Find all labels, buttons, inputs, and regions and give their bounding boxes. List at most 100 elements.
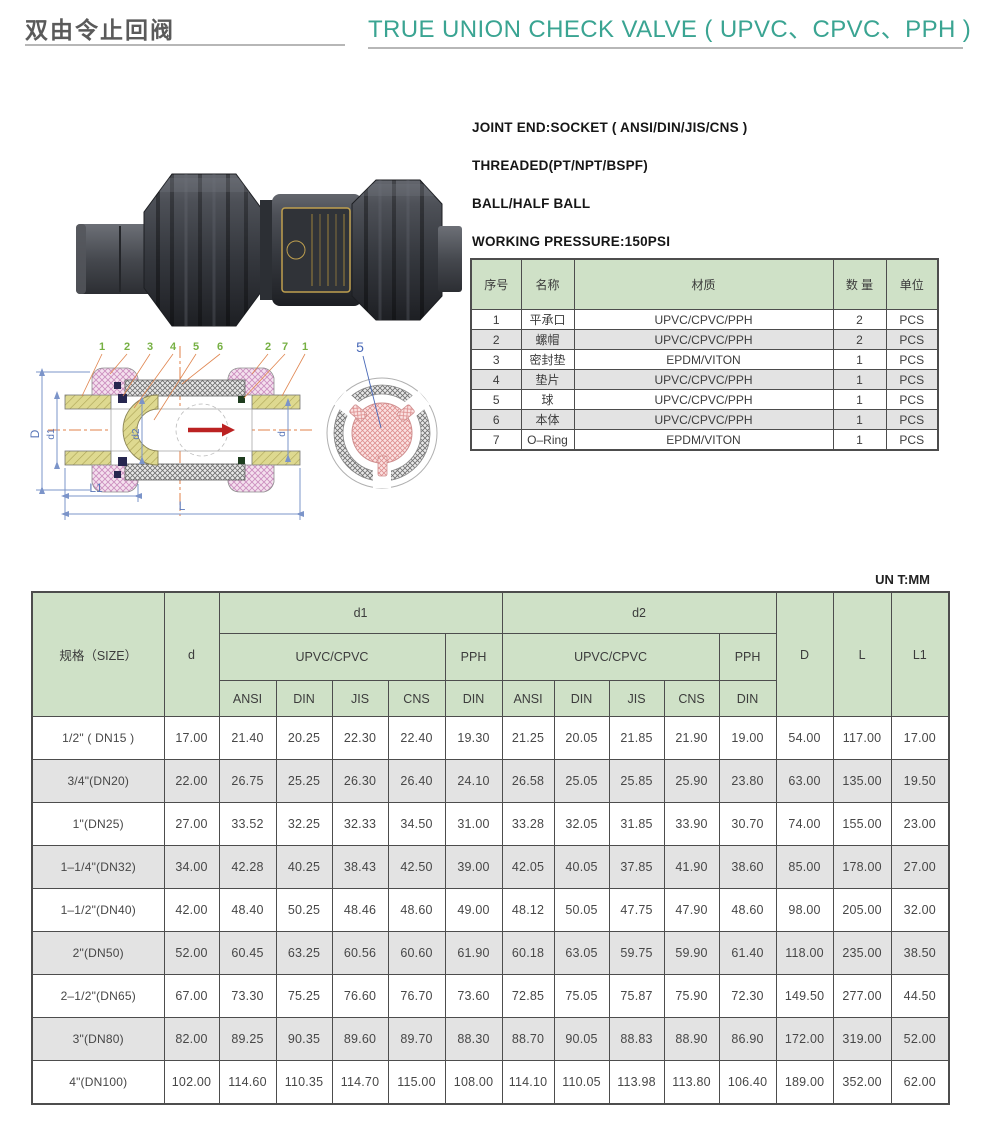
unit-cell: PCS [885,329,939,350]
value-cell: 33.52 [218,802,277,846]
value-cell: 63.00 [775,759,834,803]
value-cell: 98.00 [775,888,834,932]
table-row: 1/2" ( DN15 ) 17.00 21.40 20.25 22.30 22.40 19… [31,716,950,760]
valve-body [272,194,362,306]
unit-cell: PCS [885,409,939,430]
value-cell: 20.25 [275,716,333,760]
value-cell: 42.05 [501,845,555,889]
value-cell: 178.00 [832,845,892,889]
spec-text-block: JOINT END:SOCKET ( ANSI/DIN/JIS/CNS ) TH… [472,120,952,272]
qty-cell: 1 [832,389,887,410]
std-din-pph-d2: DIN [718,680,777,717]
col-header-name: 名称 [520,258,575,310]
value-cell: 72.85 [501,974,555,1018]
value-cell: 31.00 [444,802,503,846]
size-cell: 2"(DN50) [31,931,165,975]
value-cell: 48.60 [387,888,446,932]
index-cell: 6 [470,409,522,430]
callout-2b: 2 [265,341,271,353]
col-header-size: 规格（SIZE） [31,591,165,717]
value-cell: 48.40 [218,888,277,932]
std-cns-d1: CNS [387,680,446,717]
dimension-labels: D d1 d2 d L1 L [30,428,288,513]
unit-cell: PCS [885,309,939,330]
size-cell: 1"(DN25) [31,802,165,846]
dim-label-d: d [277,431,288,437]
value-cell: 30.70 [718,802,777,846]
value-cell: 33.28 [501,802,555,846]
callout-numbers: 1 2 3 4 5 6 2 7 1 [99,341,308,353]
index-cell: 2 [470,329,522,350]
std-ansi-d1: ANSI [218,680,277,717]
value-cell: 75.87 [608,974,665,1018]
value-cell: 40.25 [275,845,333,889]
callout-2: 2 [124,341,130,353]
parts-table-body: 1 平承口 UPVC/CPVC/PPH 2 PCS 2 螺帽 UPVC/CPVC/PPH 2 PC… [470,309,939,451]
value-cell: 75.05 [553,974,610,1018]
value-cell: 32.00 [890,888,950,932]
callout-5: 5 [193,341,199,353]
value-cell: 48.46 [331,888,389,932]
value-cell: 19.00 [718,716,777,760]
col-header-L1: L1 [890,591,950,717]
index-cell: 7 [470,429,522,451]
technical-drawing: D d1 d2 d L1 L 1 2 3 4 5 6 2 7 1 5 [30,339,438,520]
value-cell: 110.05 [553,1060,610,1105]
value-cell: 85.00 [775,845,834,889]
std-din-pph-d1: DIN [444,680,503,717]
name-cell: 本体 [520,409,575,430]
value-cell: 19.30 [444,716,503,760]
value-cell: 117.00 [832,716,892,760]
material-cell: UPVC/CPVC/PPH [573,369,834,390]
valve-label [281,207,351,293]
section-left-socket [64,394,112,466]
name-cell: 垫片 [520,369,575,390]
value-cell: 27.00 [163,802,220,846]
value-cell: 19.50 [890,759,950,803]
value-cell: 90.35 [275,1017,333,1061]
value-cell: 39.00 [444,845,503,889]
value-cell: 88.90 [663,1017,720,1061]
value-cell: 90.05 [553,1017,610,1061]
value-cell: 172.00 [775,1017,834,1061]
value-cell: 22.00 [163,759,220,803]
value-cell: 114.60 [218,1060,277,1105]
value-cell: 22.40 [387,716,446,760]
value-cell: 25.85 [608,759,665,803]
table-row: 4 垫片 UPVC/CPVC/PPH 1 PCS [470,369,939,390]
parts-table: 序号 名称 材质 数 量 单位 1 平承口 UPVC/CPVC/PPH 2 PCS 2 螺帽… [470,258,939,451]
value-cell: 44.50 [890,974,950,1018]
value-cell: 60.56 [331,931,389,975]
table-row: 6 本体 UPVC/CPVC/PPH 1 PCS [470,409,939,430]
valve-union-nut-right [351,179,443,321]
value-cell: 108.00 [444,1060,503,1105]
value-cell: 74.00 [775,802,834,846]
dimension-table-body: 1/2" ( DN15 ) 17.00 21.40 20.25 22.30 22.40 19… [31,716,950,1105]
spec-threaded: THREADED(PT/NPT/BSPF) [472,158,648,173]
std-ansi-d2: ANSI [501,680,555,717]
material-header-pph-d1: PPH [444,633,503,681]
table-row: 2"(DN50) 52.00 60.45 63.25 60.56 60.60 61.90 60… [31,931,950,975]
material-cell: UPVC/CPVC/PPH [573,409,834,430]
material-header-upvc-d1: UPVC/CPVC [218,633,446,681]
valve-right-socket [438,226,462,292]
value-cell: 67.00 [163,974,220,1018]
material-cell: UPVC/CPVC/PPH [573,389,834,410]
name-cell: 平承口 [520,309,575,330]
index-cell: 1 [470,309,522,330]
std-jis-d1: JIS [331,680,389,717]
value-cell: 32.25 [275,802,333,846]
dim-label-d1: d1 [46,428,57,440]
page-title-english: TRUE UNION CHECK VALVE ( UPVC、CPVC、PPH ) [368,16,972,43]
value-cell: 277.00 [832,974,892,1018]
table-row: 4"(DN100) 102.00 114.60 110.35 114.70 115.00 1… [31,1060,950,1105]
value-cell: 75.25 [275,974,333,1018]
value-cell: 37.85 [608,845,665,889]
unit-cell: PCS [885,389,939,410]
table-row: 5 球 UPVC/CPVC/PPH 1 PCS [470,389,939,410]
value-cell: 62.00 [890,1060,950,1105]
value-cell: 60.18 [501,931,555,975]
end-view-leader [362,355,382,429]
callout-7: 7 [282,341,288,353]
value-cell: 60.60 [387,931,446,975]
